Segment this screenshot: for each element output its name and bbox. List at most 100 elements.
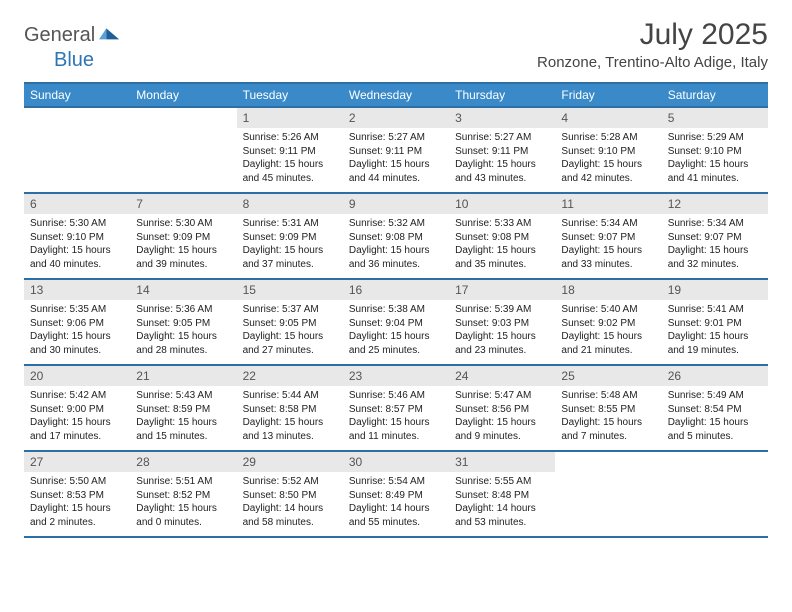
daylight-text: Daylight: 15 hours bbox=[243, 416, 337, 430]
daylight-text: Daylight: 15 hours bbox=[455, 416, 549, 430]
daylight-text: Daylight: 15 hours bbox=[349, 158, 443, 172]
day-number: 22 bbox=[237, 366, 343, 386]
day-cell: 31Sunrise: 5:55 AMSunset: 8:48 PMDayligh… bbox=[449, 452, 555, 536]
daylight-text: and 53 minutes. bbox=[455, 516, 549, 530]
sunrise-text: Sunrise: 5:42 AM bbox=[30, 389, 124, 403]
day-body: Sunrise: 5:39 AMSunset: 9:03 PMDaylight:… bbox=[449, 300, 555, 363]
daylight-text: and 2 minutes. bbox=[30, 516, 124, 530]
day-body: Sunrise: 5:42 AMSunset: 9:00 PMDaylight:… bbox=[24, 386, 130, 449]
daylight-text: and 44 minutes. bbox=[349, 172, 443, 186]
day-cell: 14Sunrise: 5:36 AMSunset: 9:05 PMDayligh… bbox=[130, 280, 236, 364]
day-cell: 11Sunrise: 5:34 AMSunset: 9:07 PMDayligh… bbox=[555, 194, 661, 278]
daylight-text: Daylight: 15 hours bbox=[561, 416, 655, 430]
day-number: 4 bbox=[555, 108, 661, 128]
sunrise-text: Sunrise: 5:38 AM bbox=[349, 303, 443, 317]
day-number: 17 bbox=[449, 280, 555, 300]
daylight-text: and 33 minutes. bbox=[561, 258, 655, 272]
day-number: 9 bbox=[343, 194, 449, 214]
daylight-text: Daylight: 15 hours bbox=[561, 158, 655, 172]
day-number: 25 bbox=[555, 366, 661, 386]
day-number: 26 bbox=[662, 366, 768, 386]
day-number: 1 bbox=[237, 108, 343, 128]
day-number: 14 bbox=[130, 280, 236, 300]
week-row: 27Sunrise: 5:50 AMSunset: 8:53 PMDayligh… bbox=[24, 452, 768, 538]
daylight-text: and 45 minutes. bbox=[243, 172, 337, 186]
day-cell: 24Sunrise: 5:47 AMSunset: 8:56 PMDayligh… bbox=[449, 366, 555, 450]
day-cell: 25Sunrise: 5:48 AMSunset: 8:55 PMDayligh… bbox=[555, 366, 661, 450]
sunset-text: Sunset: 9:09 PM bbox=[243, 231, 337, 245]
logo-text-general: General bbox=[24, 24, 95, 47]
daylight-text: Daylight: 15 hours bbox=[30, 502, 124, 516]
daylight-text: and 25 minutes. bbox=[349, 344, 443, 358]
dow-cell: Monday bbox=[130, 84, 236, 106]
logo-mark-icon bbox=[99, 26, 121, 40]
sunset-text: Sunset: 9:11 PM bbox=[243, 145, 337, 159]
day-cell: 13Sunrise: 5:35 AMSunset: 9:06 PMDayligh… bbox=[24, 280, 130, 364]
day-body: Sunrise: 5:34 AMSunset: 9:07 PMDaylight:… bbox=[555, 214, 661, 277]
logo: General bbox=[24, 18, 123, 47]
day-number: 31 bbox=[449, 452, 555, 472]
sunrise-text: Sunrise: 5:31 AM bbox=[243, 217, 337, 231]
day-body: Sunrise: 5:36 AMSunset: 9:05 PMDaylight:… bbox=[130, 300, 236, 363]
day-cell: 16Sunrise: 5:38 AMSunset: 9:04 PMDayligh… bbox=[343, 280, 449, 364]
day-body: Sunrise: 5:35 AMSunset: 9:06 PMDaylight:… bbox=[24, 300, 130, 363]
sunset-text: Sunset: 8:52 PM bbox=[136, 489, 230, 503]
daylight-text: Daylight: 14 hours bbox=[349, 502, 443, 516]
sunrise-text: Sunrise: 5:50 AM bbox=[30, 475, 124, 489]
daylight-text: Daylight: 15 hours bbox=[30, 416, 124, 430]
daylight-text: and 43 minutes. bbox=[455, 172, 549, 186]
day-number: 5 bbox=[662, 108, 768, 128]
sunset-text: Sunset: 9:11 PM bbox=[349, 145, 443, 159]
daylight-text: Daylight: 15 hours bbox=[136, 330, 230, 344]
sunset-text: Sunset: 9:07 PM bbox=[561, 231, 655, 245]
sunset-text: Sunset: 9:04 PM bbox=[349, 317, 443, 331]
daylight-text: and 17 minutes. bbox=[30, 430, 124, 444]
day-number: 3 bbox=[449, 108, 555, 128]
day-cell: 28Sunrise: 5:51 AMSunset: 8:52 PMDayligh… bbox=[130, 452, 236, 536]
sunrise-text: Sunrise: 5:34 AM bbox=[668, 217, 762, 231]
daylight-text: and 55 minutes. bbox=[349, 516, 443, 530]
day-body: Sunrise: 5:44 AMSunset: 8:58 PMDaylight:… bbox=[237, 386, 343, 449]
day-number: 19 bbox=[662, 280, 768, 300]
weeks-container: 1Sunrise: 5:26 AMSunset: 9:11 PMDaylight… bbox=[24, 108, 768, 538]
sunrise-text: Sunrise: 5:35 AM bbox=[30, 303, 124, 317]
sunrise-text: Sunrise: 5:52 AM bbox=[243, 475, 337, 489]
day-body: Sunrise: 5:32 AMSunset: 9:08 PMDaylight:… bbox=[343, 214, 449, 277]
day-body: Sunrise: 5:29 AMSunset: 9:10 PMDaylight:… bbox=[662, 128, 768, 191]
day-number: 6 bbox=[24, 194, 130, 214]
location-text: Ronzone, Trentino-Alto Adige, Italy bbox=[537, 54, 768, 71]
day-cell: 17Sunrise: 5:39 AMSunset: 9:03 PMDayligh… bbox=[449, 280, 555, 364]
days-of-week-header: SundayMondayTuesdayWednesdayThursdayFrid… bbox=[24, 82, 768, 108]
month-title: July 2025 bbox=[537, 18, 768, 52]
daylight-text: and 39 minutes. bbox=[136, 258, 230, 272]
sunset-text: Sunset: 9:08 PM bbox=[455, 231, 549, 245]
sunrise-text: Sunrise: 5:37 AM bbox=[243, 303, 337, 317]
daylight-text: Daylight: 15 hours bbox=[349, 416, 443, 430]
day-cell: 3Sunrise: 5:27 AMSunset: 9:11 PMDaylight… bbox=[449, 108, 555, 192]
day-body: Sunrise: 5:34 AMSunset: 9:07 PMDaylight:… bbox=[662, 214, 768, 277]
sunrise-text: Sunrise: 5:48 AM bbox=[561, 389, 655, 403]
daylight-text: and 21 minutes. bbox=[561, 344, 655, 358]
day-cell: 7Sunrise: 5:30 AMSunset: 9:09 PMDaylight… bbox=[130, 194, 236, 278]
day-body: Sunrise: 5:28 AMSunset: 9:10 PMDaylight:… bbox=[555, 128, 661, 191]
day-body: Sunrise: 5:48 AMSunset: 8:55 PMDaylight:… bbox=[555, 386, 661, 449]
day-cell: 23Sunrise: 5:46 AMSunset: 8:57 PMDayligh… bbox=[343, 366, 449, 450]
day-body: Sunrise: 5:47 AMSunset: 8:56 PMDaylight:… bbox=[449, 386, 555, 449]
daylight-text: Daylight: 15 hours bbox=[455, 158, 549, 172]
sunset-text: Sunset: 9:09 PM bbox=[136, 231, 230, 245]
sunset-text: Sunset: 8:54 PM bbox=[668, 403, 762, 417]
daylight-text: Daylight: 14 hours bbox=[455, 502, 549, 516]
day-body: Sunrise: 5:38 AMSunset: 9:04 PMDaylight:… bbox=[343, 300, 449, 363]
daylight-text: Daylight: 15 hours bbox=[136, 502, 230, 516]
day-cell bbox=[24, 108, 130, 192]
day-cell bbox=[662, 452, 768, 536]
sunset-text: Sunset: 8:56 PM bbox=[455, 403, 549, 417]
daylight-text: and 11 minutes. bbox=[349, 430, 443, 444]
sunrise-text: Sunrise: 5:41 AM bbox=[668, 303, 762, 317]
sunset-text: Sunset: 8:50 PM bbox=[243, 489, 337, 503]
day-number: 29 bbox=[237, 452, 343, 472]
sunset-text: Sunset: 9:00 PM bbox=[30, 403, 124, 417]
daylight-text: Daylight: 15 hours bbox=[668, 244, 762, 258]
daylight-text: Daylight: 15 hours bbox=[349, 244, 443, 258]
day-cell: 2Sunrise: 5:27 AMSunset: 9:11 PMDaylight… bbox=[343, 108, 449, 192]
